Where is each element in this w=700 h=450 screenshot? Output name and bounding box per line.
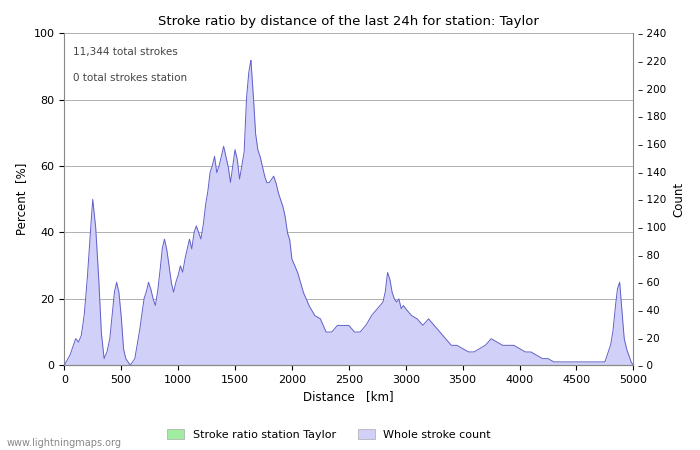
X-axis label: Distance   [km]: Distance [km] — [304, 391, 394, 404]
Title: Stroke ratio by distance of the last 24h for station: Taylor: Stroke ratio by distance of the last 24h… — [158, 15, 539, 28]
Y-axis label: Percent  [%]: Percent [%] — [15, 163, 28, 235]
Y-axis label: Count: Count — [672, 182, 685, 217]
Legend: Stroke ratio station Taylor, Whole stroke count: Stroke ratio station Taylor, Whole strok… — [162, 425, 496, 445]
Text: 0 total strokes station: 0 total strokes station — [73, 73, 187, 83]
Text: www.lightningmaps.org: www.lightningmaps.org — [7, 438, 122, 448]
Text: 11,344 total strokes: 11,344 total strokes — [73, 47, 178, 57]
